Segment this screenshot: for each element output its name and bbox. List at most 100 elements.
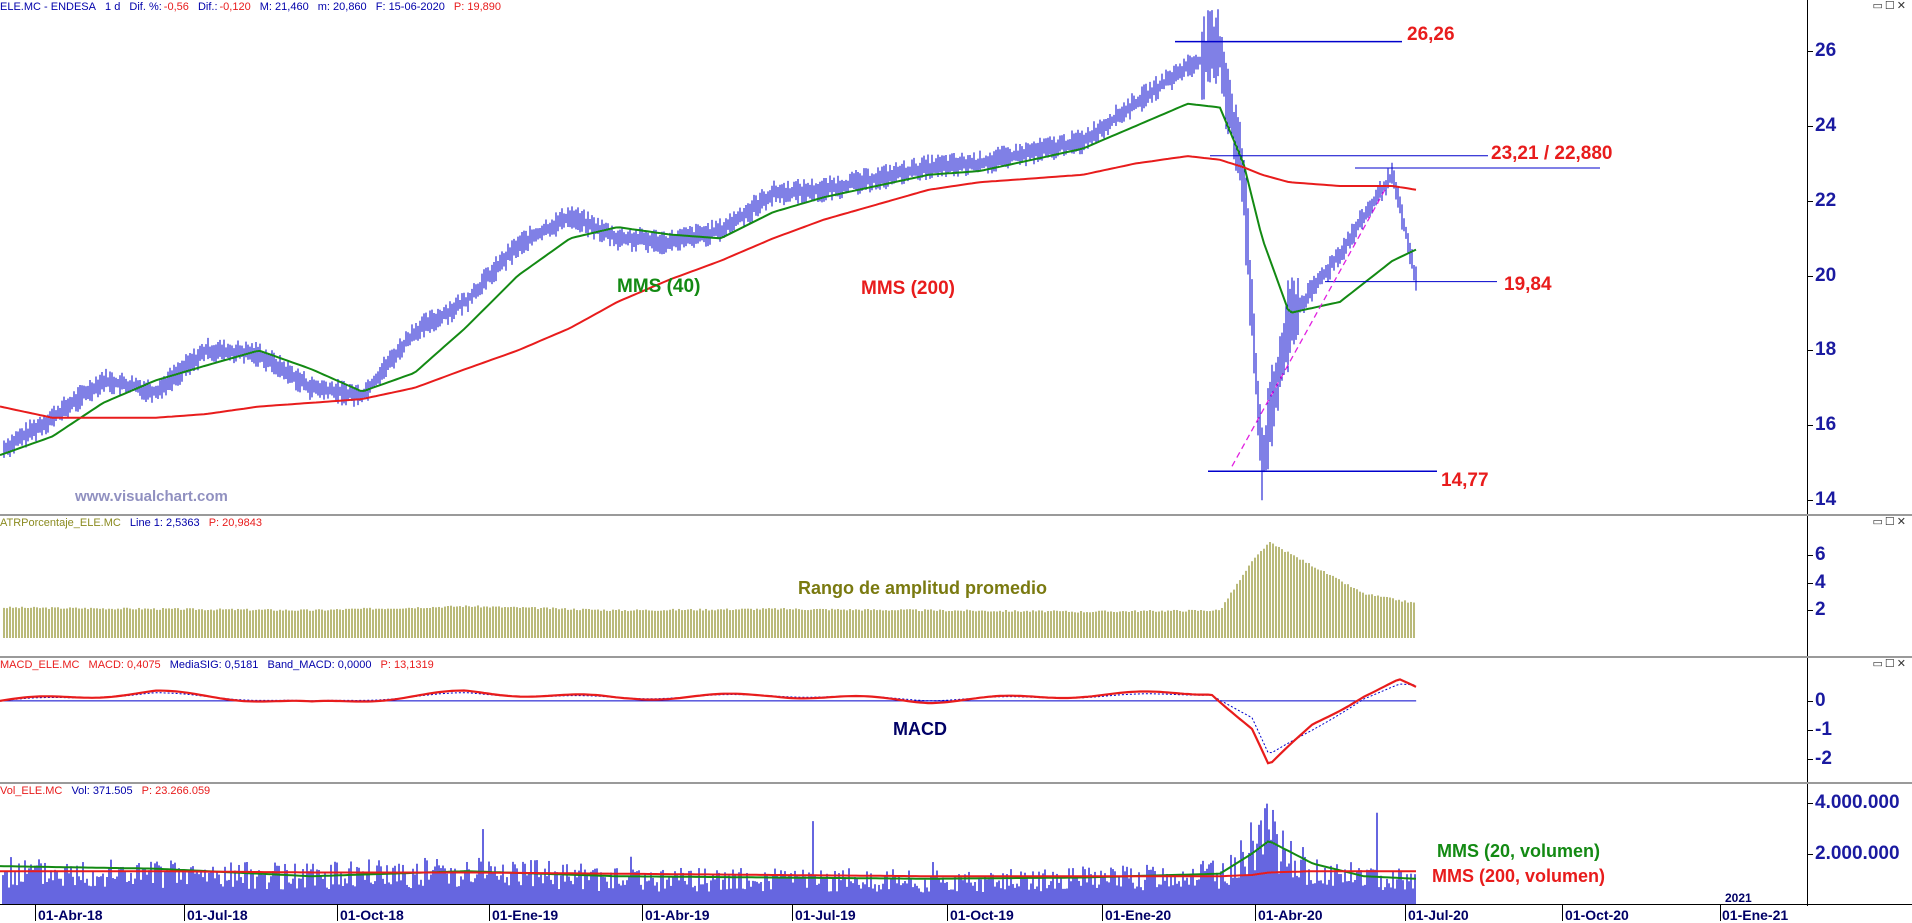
vol-name: Vol_ELE.MC	[0, 785, 63, 797]
y-tick-label: 24	[1815, 115, 1837, 137]
y-tick-mark	[1807, 554, 1813, 556]
y-tick-mark	[1807, 803, 1813, 805]
min-value: m: 20,860	[317, 1, 367, 13]
y-tick-mark	[1807, 350, 1813, 352]
atr-p: P: 20,9843	[208, 517, 262, 529]
x-tick-mark	[337, 905, 338, 921]
macd-plot	[0, 678, 1417, 765]
macd-line	[0, 678, 1417, 765]
x-tick-mark	[1720, 905, 1721, 921]
dif-pct-label: Dif. %:	[129, 1, 162, 13]
y-tick-label: 18	[1815, 339, 1837, 361]
volume-bars	[2, 803, 1416, 904]
y-tick-label: 20	[1815, 264, 1837, 286]
x-tick-label: 01-Abr-19	[645, 907, 710, 923]
separator[interactable]	[0, 514, 1912, 516]
atr-plot	[3, 542, 1415, 638]
y-tick-mark	[1807, 200, 1813, 202]
y-tick-label: 26	[1815, 40, 1837, 62]
vol-plot	[0, 803, 1417, 904]
symbol-label: ELE.MC - ENDESA	[0, 1, 96, 13]
vol-mms200-line	[0, 870, 1416, 878]
y-tick-label: 16	[1815, 414, 1837, 436]
atr-bars	[3, 542, 1415, 638]
macd-header: MACD_ELE.MC MACD: 0,4075 MediaSIG: 0,518…	[0, 658, 1912, 672]
macd-name: MACD_ELE.MC	[0, 659, 80, 671]
atr-line: Line 1: 2,5363	[129, 517, 200, 529]
price-panel: ELE.MC - ENDESA 1 d Dif. %: -0,56 Dif.: -0…	[0, 0, 1912, 514]
vol-mms20-label: MMS (20, volumen)	[1437, 841, 1601, 861]
vol-p: P: 23.266.059	[141, 785, 211, 797]
trend-line	[1231, 185, 1388, 467]
mms200-line	[0, 155, 1417, 419]
y-tick-mark	[1807, 126, 1813, 128]
x-tick-label: 01-Ene-20	[1105, 907, 1172, 923]
mms40-label: MMS (40)	[617, 276, 701, 297]
y-tick-label: 2	[1815, 599, 1826, 621]
atr-window-controls[interactable]: ▭☐✕	[1872, 516, 1908, 528]
atr-panel: ATRPorcentaje_ELE.MC Line 1: 2,5363 P: 2…	[0, 516, 1912, 656]
x-tick-mark	[1102, 905, 1103, 921]
y-tick-label: 0	[1815, 689, 1826, 711]
x-tick-label: 01-Oct-18	[340, 907, 404, 923]
atr-axis	[1807, 516, 1912, 656]
separator[interactable]	[0, 656, 1912, 658]
y-tick-label: 6	[1815, 543, 1826, 565]
y-tick-mark	[1807, 500, 1813, 501]
date-value: F: 15-06-2020	[375, 1, 445, 13]
y-tick-mark	[1807, 275, 1813, 277]
price-window-controls[interactable]: ▭☐✕	[1872, 0, 1908, 12]
vol-value: Vol: 371.505	[71, 785, 133, 797]
watermark: www.visualchart.com	[75, 488, 228, 505]
x-tick-label: 01-Oct-20	[1565, 907, 1629, 923]
x-tick-label: 01-Jul-18	[187, 907, 248, 923]
price-axis	[1807, 0, 1912, 514]
x-tick-label: 2021	[1725, 891, 1752, 905]
y-tick-mark	[1807, 582, 1813, 584]
y-tick-label: 2.000.000	[1815, 842, 1900, 864]
separator[interactable]	[0, 782, 1912, 784]
y-tick-label: -1	[1815, 718, 1832, 740]
x-tick-mark	[642, 905, 643, 921]
y-tick-mark	[1807, 758, 1813, 760]
atr-title: Rango de amplitud promedio	[798, 578, 1048, 598]
level-low-label: 14,77	[1441, 470, 1489, 491]
y-tick-mark	[1807, 700, 1813, 702]
y-tick-label: 4	[1815, 571, 1826, 593]
x-tick-mark	[35, 905, 36, 921]
x-tick-mark	[1562, 905, 1563, 921]
price-value: P: 19,890	[453, 1, 501, 13]
y-tick-label: 14	[1815, 489, 1837, 510]
mms40-line	[0, 102, 1417, 457]
macd-p: P: 13,1319	[380, 659, 434, 671]
y-tick-mark	[1807, 425, 1813, 427]
level-support-label: 19,84	[1504, 274, 1552, 295]
macd-axis	[1807, 658, 1912, 782]
x-tick-label: 01-Abr-18	[38, 907, 103, 923]
mms200-label: MMS (200)	[861, 278, 955, 299]
level-mid-label: 23,21 / 22,880	[1491, 143, 1613, 164]
macd-window-controls[interactable]: ▭☐✕	[1872, 658, 1908, 670]
y-tick-mark	[1807, 853, 1813, 855]
y-tick-mark	[1807, 610, 1813, 612]
x-tick-label: 01-Ene-21	[1722, 907, 1789, 923]
x-tick-mark	[1255, 905, 1256, 921]
y-tick-mark	[1807, 51, 1813, 53]
price-plot	[0, 9, 1600, 501]
macd-title: MACD	[893, 719, 947, 739]
price-header: ELE.MC - ENDESA 1 d Dif. %: -0,56 Dif.: -0…	[0, 0, 1912, 14]
dif-pct-value: -0,56	[163, 1, 189, 13]
dif-value: -0,120	[219, 1, 251, 13]
level-high-label: 26,26	[1407, 24, 1455, 45]
x-axis: 01-Abr-18 01-Jul-18 01-Oct-18 01-Ene-19 01-A…	[0, 891, 1912, 923]
x-tick-mark	[947, 905, 948, 921]
macd-sig: MediaSIG: 0,5181	[169, 659, 259, 671]
y-tick-label: 22	[1815, 189, 1837, 211]
max-value: M: 21,460	[259, 1, 309, 13]
vol-axis	[1807, 784, 1912, 906]
macd-value: MACD: 0,4075	[88, 659, 161, 671]
macd-band: Band_MACD: 0,0000	[267, 659, 372, 671]
volume-panel: Vol_ELE.MC Vol: 371.505 P: 23.266.059 MM…	[0, 784, 1912, 906]
price-bars	[3, 9, 1417, 501]
x-tick-label: 01-Oct-19	[950, 907, 1014, 923]
